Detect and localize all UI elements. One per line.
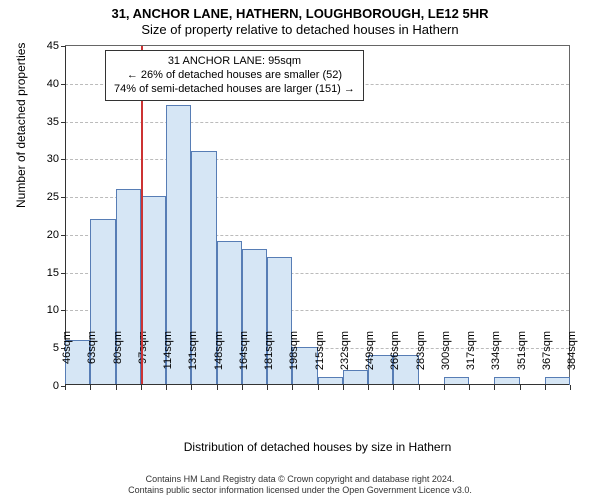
copyright-line2: Contains public sector information licen…	[0, 485, 600, 496]
x-tick-label: 46sqm	[61, 331, 73, 391]
x-tick-label: 131sqm	[187, 331, 199, 391]
x-tick-label: 164sqm	[238, 331, 250, 391]
callout-line1: 31 ANCHOR LANE: 95sqm	[114, 55, 355, 69]
x-tick-label: 266sqm	[389, 331, 401, 391]
x-tick-label: 63sqm	[86, 331, 98, 391]
x-tick-label: 215sqm	[314, 331, 326, 391]
plot-area: 05101520253035404546sqm63sqm80sqm97sqm11…	[65, 45, 570, 385]
y-axis-label: Number of detached properties	[14, 43, 28, 208]
copyright-notice: Contains HM Land Registry data © Crown c…	[0, 474, 600, 496]
callout-line2: ← 26% of detached houses are smaller (52…	[114, 69, 355, 83]
x-tick-label: 384sqm	[566, 331, 578, 391]
x-tick-label: 334sqm	[490, 331, 502, 391]
x-tick-label: 283sqm	[415, 331, 427, 391]
y-tick-label: 25	[35, 191, 65, 203]
y-tick-label: 45	[35, 40, 65, 52]
y-tick-label: 15	[35, 267, 65, 279]
y-tick-label: 35	[35, 116, 65, 128]
y-tick-label: 40	[35, 78, 65, 90]
x-tick-label: 300sqm	[440, 331, 452, 391]
x-axis-label: Distribution of detached houses by size …	[65, 440, 570, 454]
callout-line3: 74% of semi-detached houses are larger (…	[114, 83, 355, 97]
chart-container: 31, ANCHOR LANE, HATHERN, LOUGHBOROUGH, …	[0, 0, 600, 500]
x-tick-label: 80sqm	[112, 331, 124, 391]
x-tick-label: 114sqm	[162, 331, 174, 391]
x-tick-label: 249sqm	[364, 331, 376, 391]
x-tick-label: 232sqm	[339, 331, 351, 391]
callout-box: 31 ANCHOR LANE: 95sqm← 26% of detached h…	[105, 50, 364, 101]
chart-title-line1: 31, ANCHOR LANE, HATHERN, LOUGHBOROUGH, …	[0, 6, 600, 21]
x-tick-label: 198sqm	[288, 331, 300, 391]
x-tick-label: 367sqm	[541, 331, 553, 391]
chart-title-line2: Size of property relative to detached ho…	[0, 22, 600, 37]
y-tick-label: 30	[35, 153, 65, 165]
y-tick-label: 20	[35, 229, 65, 241]
copyright-line1: Contains HM Land Registry data © Crown c…	[0, 474, 600, 485]
x-tick-label: 148sqm	[213, 331, 225, 391]
x-tick-label: 97sqm	[137, 331, 149, 391]
x-tick-label: 317sqm	[465, 331, 477, 391]
x-tick-label: 351sqm	[516, 331, 528, 391]
y-tick-label: 10	[35, 304, 65, 316]
x-tick-label: 181sqm	[263, 331, 275, 391]
